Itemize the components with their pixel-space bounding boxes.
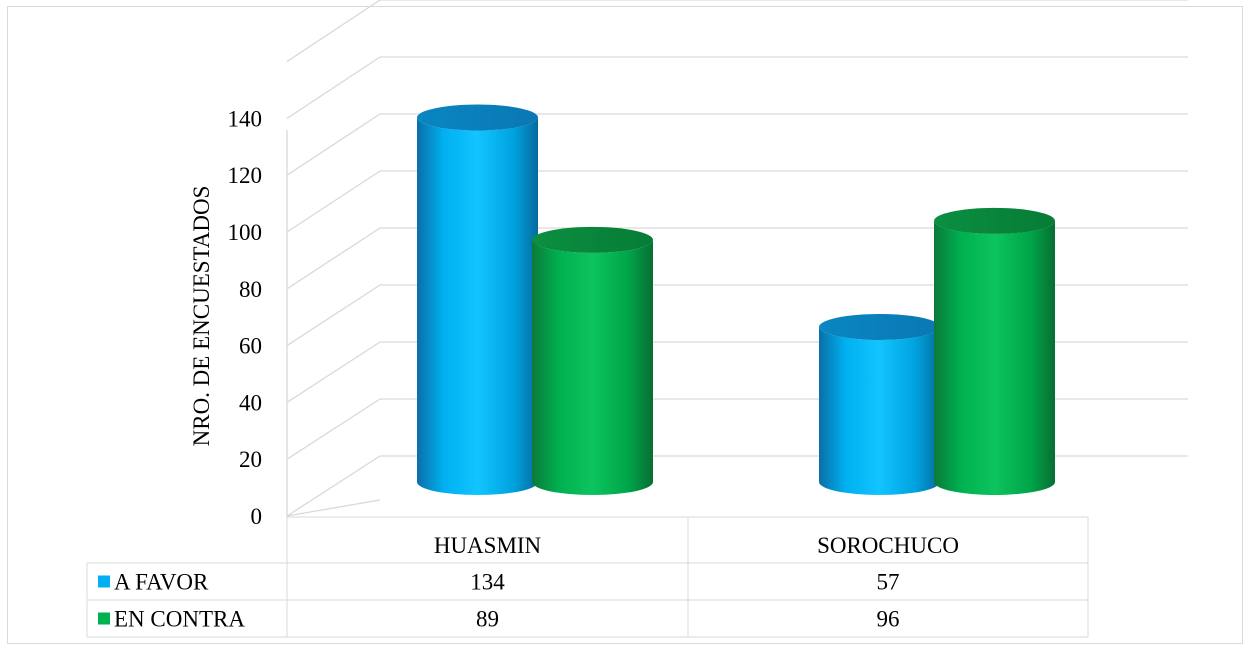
- data-table: HUASMIN SOROCHUCO A FAVOR 134 57 EN CONTRA 89 9…: [86, 516, 1089, 638]
- y-tick-label: 120: [228, 163, 263, 188]
- y-tick-label: 40: [239, 390, 262, 415]
- gridline: [286, 113, 381, 176]
- y-tick-label: 100: [228, 220, 263, 245]
- gridline: [286, 499, 381, 517]
- bar-body: [417, 117, 538, 496]
- legend-label: A FAVOR: [114, 570, 209, 595]
- bar-top: [417, 104, 538, 131]
- y-tick-label: 60: [239, 334, 262, 359]
- gridline: [286, 56, 381, 119]
- legend-swatch: [98, 575, 110, 588]
- bar: [532, 226, 653, 495]
- bar-top: [532, 226, 653, 253]
- y-axis: 0 20 40 60 80 100 120 140: [228, 106, 263, 529]
- bar-body: [819, 326, 940, 495]
- bars: [417, 104, 1055, 496]
- category-label: SOROCHUCO: [817, 533, 959, 558]
- gridline: [286, 170, 381, 233]
- bar-body: [934, 220, 1055, 495]
- data-label: 134: [470, 570, 505, 595]
- bar: [819, 313, 940, 495]
- bar-top: [819, 313, 940, 340]
- gridline: [286, 284, 381, 347]
- bar: [417, 104, 538, 496]
- y-tick-label: 140: [228, 106, 263, 131]
- data-label: 57: [877, 570, 900, 595]
- gridline: [286, 398, 381, 460]
- bar-body: [532, 239, 653, 495]
- y-tick-label: 80: [239, 277, 262, 302]
- y-axis-title: NRO. DE ENCUESTADOS: [189, 186, 214, 447]
- y-tick-label: 20: [239, 447, 262, 472]
- chart-frame: [7, 6, 1243, 644]
- gridline: [286, 455, 381, 517]
- gridline: [286, 227, 381, 290]
- category-label: HUASMIN: [434, 533, 542, 558]
- bar: [934, 207, 1055, 495]
- bar-top: [934, 207, 1055, 234]
- gridline: [286, 0, 381, 63]
- legend-swatch: [98, 612, 110, 625]
- data-label: 89: [476, 607, 499, 632]
- data-label: 96: [877, 607, 900, 632]
- legend-label: EN CONTRA: [114, 607, 245, 632]
- gridline: [286, 341, 381, 403]
- y-tick-label: 0: [251, 504, 263, 529]
